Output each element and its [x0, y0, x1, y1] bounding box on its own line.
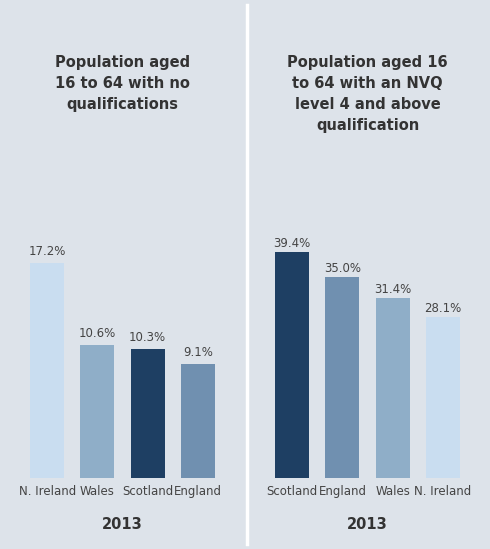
Bar [130, 349, 165, 478]
Text: 10.6%: 10.6% [79, 327, 116, 340]
Text: 31.4%: 31.4% [374, 283, 411, 296]
Bar [80, 345, 115, 478]
Text: 2013: 2013 [347, 517, 388, 532]
Bar [181, 364, 215, 478]
Text: 17.2%: 17.2% [28, 245, 66, 258]
Text: 39.4%: 39.4% [273, 237, 311, 250]
Text: 10.3%: 10.3% [129, 331, 166, 344]
Bar [325, 277, 360, 478]
Bar [275, 253, 309, 478]
Bar [30, 263, 64, 478]
Text: 9.1%: 9.1% [183, 346, 213, 359]
Text: 2013: 2013 [102, 517, 143, 532]
Text: Population aged 16
to 64 with an NVQ
level 4 and above
qualification: Population aged 16 to 64 with an NVQ lev… [287, 55, 448, 133]
Text: 35.0%: 35.0% [324, 262, 361, 275]
Bar [375, 298, 410, 478]
Text: Population aged
16 to 64 with no
qualifications: Population aged 16 to 64 with no qualifi… [55, 55, 190, 112]
Text: 28.1%: 28.1% [424, 301, 462, 315]
Bar [426, 317, 460, 478]
